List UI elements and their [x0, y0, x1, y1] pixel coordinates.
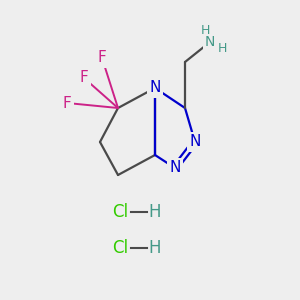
Text: F: F [98, 50, 106, 65]
Text: H: H [200, 23, 210, 37]
Text: Cl: Cl [112, 203, 128, 221]
Text: H: H [217, 41, 227, 55]
Text: N: N [189, 134, 201, 149]
Text: Cl: Cl [112, 239, 128, 257]
Text: N: N [205, 35, 215, 49]
Text: N: N [149, 80, 161, 95]
Text: F: F [80, 70, 88, 86]
Text: F: F [63, 95, 71, 110]
Text: H: H [149, 203, 161, 221]
Text: H: H [149, 239, 161, 257]
Text: N: N [169, 160, 181, 175]
